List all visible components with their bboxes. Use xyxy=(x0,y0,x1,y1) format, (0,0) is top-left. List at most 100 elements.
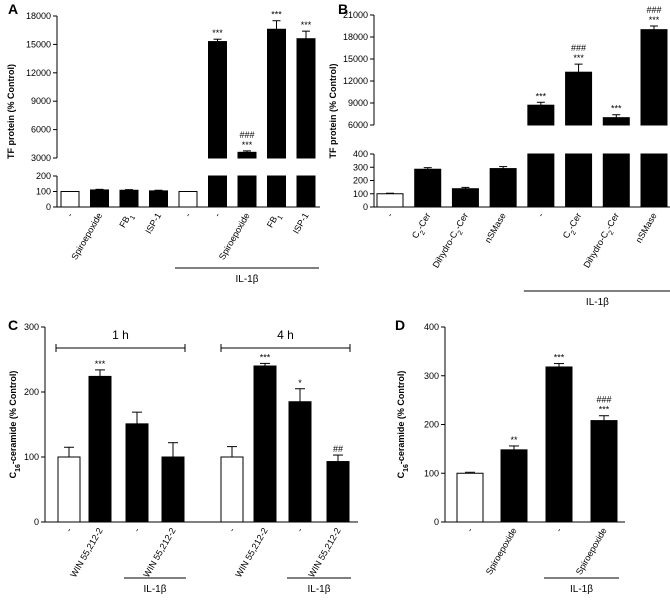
group-label-0: IL-1β xyxy=(144,584,167,595)
y-tick-label-1: 100 xyxy=(424,468,439,478)
significance-label-6-1: ### xyxy=(239,130,254,140)
category-label-7: nSMase xyxy=(634,211,659,245)
y-axis-label: TF protein (% Control) xyxy=(6,64,16,159)
y-tick-label-upper-0: 3000 xyxy=(31,153,51,163)
y-tick-label-4: 400 xyxy=(424,322,439,332)
bar-8-upper xyxy=(296,38,316,159)
bar-5-upper xyxy=(208,41,227,159)
panel-letter: A xyxy=(8,1,18,17)
y-tick-label-lower-2: 200 xyxy=(353,176,368,186)
bar-8-lower xyxy=(296,175,316,208)
bar-1 xyxy=(90,189,109,208)
category-label-7: FB1 xyxy=(265,211,284,231)
y-axis-label: C16-ceramide (% Control) xyxy=(8,371,22,479)
category-label-1: WIN 55,212-2 xyxy=(68,526,104,579)
y-tick-label-upper-1: 6000 xyxy=(31,125,51,135)
category-label-5: C2-Cer xyxy=(561,211,587,242)
y-tick-label-upper-3: 12000 xyxy=(26,68,51,78)
significance-label-1: ** xyxy=(510,435,518,445)
group-label: IL-1β xyxy=(586,297,609,308)
significance-label-5: *** xyxy=(260,352,271,362)
category-label-3: nSMase xyxy=(483,211,508,245)
significance-label-1: *** xyxy=(95,359,106,369)
y-tick-label-3: 300 xyxy=(424,371,439,381)
y-axis-label: C16-ceramide (% Control) xyxy=(396,371,410,479)
y-tick-label-upper-4: 15000 xyxy=(26,39,51,49)
y-tick-label-upper-3: 15000 xyxy=(343,54,368,64)
category-label-1: Spiroepoxide xyxy=(484,526,519,577)
y-tick-label-upper-2: 9000 xyxy=(31,96,51,106)
panel-A: A 3000 6000 9000 12000 15000 18000 0 100 200 TF pr… xyxy=(6,1,320,285)
y-tick-label-3: 300 xyxy=(24,322,39,332)
category-label-2: Dihydro-C2-Cer xyxy=(431,211,474,271)
significance-label-5: *** xyxy=(212,28,223,38)
y-tick-label-lower-1: 100 xyxy=(36,187,51,197)
panel-letter: C xyxy=(8,317,18,333)
category-label-2: - xyxy=(554,526,564,534)
y-tick-label-2: 200 xyxy=(24,387,39,397)
category-label-0: - xyxy=(65,211,75,219)
bar-4 xyxy=(178,191,198,208)
y-tick-label-1: 100 xyxy=(24,452,39,462)
bar-6 xyxy=(288,401,312,523)
bar-5-lower xyxy=(208,175,227,208)
bar-0 xyxy=(60,191,80,208)
y-tick-label-0: 0 xyxy=(34,517,39,527)
panel-letter: D xyxy=(395,317,405,333)
significance-label-5-1: ### xyxy=(571,43,586,53)
bar-1 xyxy=(500,449,528,523)
bar-2 xyxy=(451,188,479,208)
category-label-2: - xyxy=(132,526,142,534)
category-label-4: - xyxy=(183,211,193,219)
bar-2 xyxy=(119,189,139,208)
panel-B: B 6000 9000 12000 15000 18000 21000 0 100 200 300 4… xyxy=(328,1,670,308)
bar-4-lower xyxy=(527,153,555,208)
bar-1 xyxy=(414,168,442,208)
bar-3 xyxy=(149,190,168,208)
y-tick-label-upper-5: 18000 xyxy=(26,11,51,21)
significance-label-6: * xyxy=(298,378,302,388)
category-label-0: - xyxy=(385,211,395,219)
y-tick-label-lower-0: 0 xyxy=(363,202,368,212)
bar-0 xyxy=(376,193,404,208)
panel-letter: B xyxy=(338,1,348,17)
category-label-3: ISP-1 xyxy=(143,211,163,235)
category-label-0: - xyxy=(465,526,475,534)
significance-label-2: *** xyxy=(554,353,565,363)
bar-7-upper xyxy=(640,29,668,126)
panel-C: C 0 100 200 300 C16-ceramide (% Control) - *** W… xyxy=(8,317,358,595)
category-label-3: WIN 55,212-2 xyxy=(141,526,177,579)
category-label-3: Spiroepoxide xyxy=(574,526,609,577)
significance-label-6-0: *** xyxy=(242,140,253,150)
bar-3 xyxy=(590,420,618,523)
category-label-6: Dihydro-C2-Cer xyxy=(581,211,624,271)
y-tick-label-upper-1: 9000 xyxy=(348,98,368,108)
bar-0 xyxy=(57,456,81,523)
category-label-6: - xyxy=(295,526,305,534)
time-label-0: 1 h xyxy=(112,328,129,342)
category-label-7: WIN 55,212-2 xyxy=(306,526,342,579)
y-tick-label-lower-1: 100 xyxy=(353,189,368,199)
y-tick-label-2: 200 xyxy=(424,420,439,430)
y-tick-label-upper-0: 6000 xyxy=(348,120,368,130)
group-label: IL-1β xyxy=(236,274,259,285)
category-label-5: WIN 55,212-2 xyxy=(233,526,269,579)
significance-label-7-0: *** xyxy=(649,15,660,25)
bar-3 xyxy=(161,456,185,523)
y-tick-label-upper-5: 21000 xyxy=(343,10,368,20)
y-axis-label: TF protein (% Control) xyxy=(328,64,338,159)
bar-5-upper xyxy=(565,71,593,126)
bar-3 xyxy=(489,168,517,208)
category-label-0: - xyxy=(64,526,74,534)
bar-5-lower xyxy=(565,153,593,208)
y-tick-label-lower-3: 300 xyxy=(353,162,368,172)
significance-label-7-1: ### xyxy=(646,5,661,15)
y-tick-label-0: 0 xyxy=(434,517,439,527)
bar-7 xyxy=(326,461,350,523)
group-label-1: IL-1β xyxy=(308,584,331,595)
bar-7-upper xyxy=(267,28,286,159)
category-label-5: - xyxy=(212,211,222,219)
significance-label-8: *** xyxy=(301,20,312,30)
y-tick-label-lower-4: 400 xyxy=(353,149,368,159)
